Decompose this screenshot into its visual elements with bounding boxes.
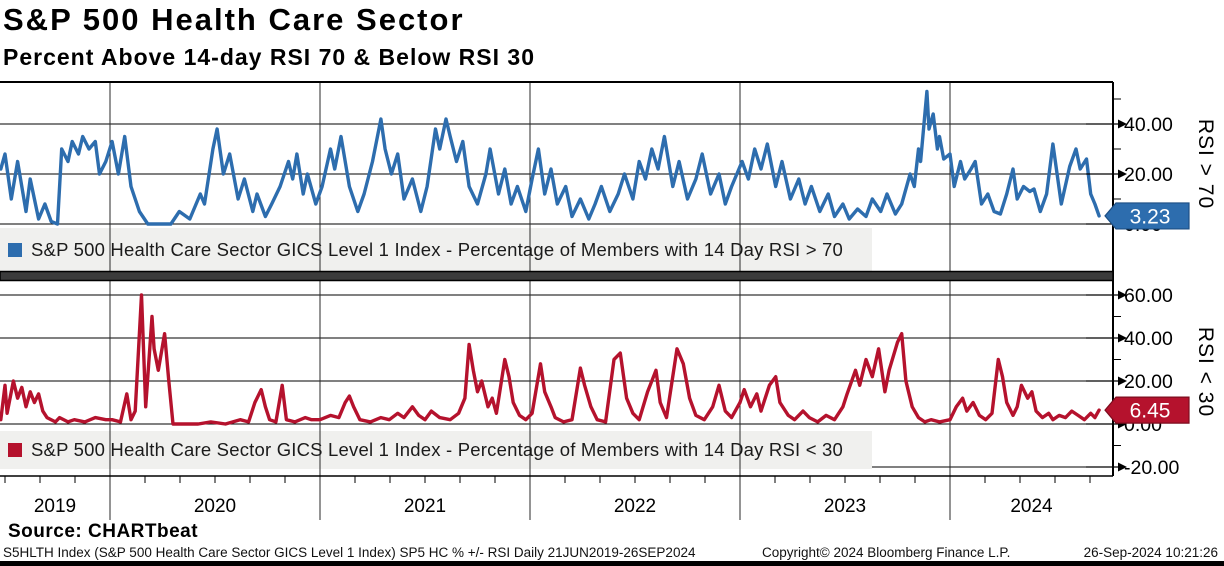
panel-separator: [0, 270, 1114, 282]
legend-band-top: [0, 228, 872, 271]
last-value-badges: 3.23 6.45: [1104, 202, 1190, 424]
last-value-badge-top-text: 3.23: [1130, 205, 1171, 228]
chart-subtitle: Percent Above 14-day RSI 70 & Below RSI …: [3, 44, 535, 70]
last-value-badge-bottom: [1104, 396, 1190, 424]
y-tick-label: -20.00: [1124, 457, 1179, 479]
y-axis-title-bottom: RSI < 30: [1194, 326, 1217, 418]
x-year-label: 2020: [194, 496, 236, 517]
x-year-label: 2019: [34, 496, 76, 517]
legend-bands: [0, 228, 872, 469]
y-tick-label: 20.00: [1124, 164, 1173, 186]
source-line: Source: CHARTbeat: [8, 521, 199, 542]
tick-arrow-icon: [1118, 333, 1127, 343]
legend-top-label: S&P 500 Health Care Sector GICS Level 1 …: [31, 238, 844, 260]
legend-top: S&P 500 Health Care Sector GICS Level 1 …: [8, 228, 843, 271]
y-tick-label: 20.00: [1124, 371, 1173, 393]
year-labels: 2019 2020 2021 2022 2023 2024: [34, 496, 1053, 517]
bottom-edge-bar: [0, 561, 1224, 566]
y-tick-label: 40.00: [1124, 114, 1173, 136]
last-value-badge-top: [1104, 202, 1190, 230]
x-year-label: 2021: [404, 496, 446, 517]
x-year-label: 2023: [824, 496, 866, 517]
footer-timestamp: 26-Sep-2024 10:21:26: [1083, 545, 1218, 560]
legend-bottom: S&P 500 Health Care Sector GICS Level 1 …: [8, 431, 843, 469]
tick-arrow-icon: [1118, 290, 1127, 300]
pct-members-rsi-below-30-line: [0, 293, 1101, 426]
legend-swatch-red-icon: [8, 443, 22, 457]
tick-arrow-icon: [1118, 462, 1127, 472]
legend-bottom-label: S&P 500 Health Care Sector GICS Level 1 …: [31, 439, 844, 460]
axis-ticks: [4, 98, 1127, 483]
y-axis-title-top: RSI > 70: [1194, 118, 1217, 210]
tick-arrow-icon: [1118, 376, 1127, 386]
footer-copyright: Copyright© 2024 Bloomberg Finance L.P.: [762, 545, 1011, 560]
pct-members-rsi-above-70-line: [0, 89, 1101, 226]
y-tick-label: 60.00: [1124, 285, 1173, 307]
gridlines: [0, 123, 1113, 468]
legend-swatch-blue-icon: [8, 242, 22, 257]
footer-ticker-info: S5HLTH Index (S&P 500 Health Care Sector…: [3, 545, 696, 560]
chart-title: S&P 500 Health Care Sector: [3, 2, 465, 37]
legend-band-bottom: [0, 431, 872, 469]
series-lines: [0, 89, 1101, 426]
x-year-label: 2022: [614, 496, 656, 517]
tick-arrow-icon: [1118, 119, 1127, 129]
last-value-badge-bottom-text: 6.45: [1130, 400, 1171, 423]
x-year-label: 2024: [1010, 496, 1053, 517]
tick-arrow-icon: [1118, 169, 1127, 179]
y-tick-label: 40.00: [1124, 328, 1173, 350]
